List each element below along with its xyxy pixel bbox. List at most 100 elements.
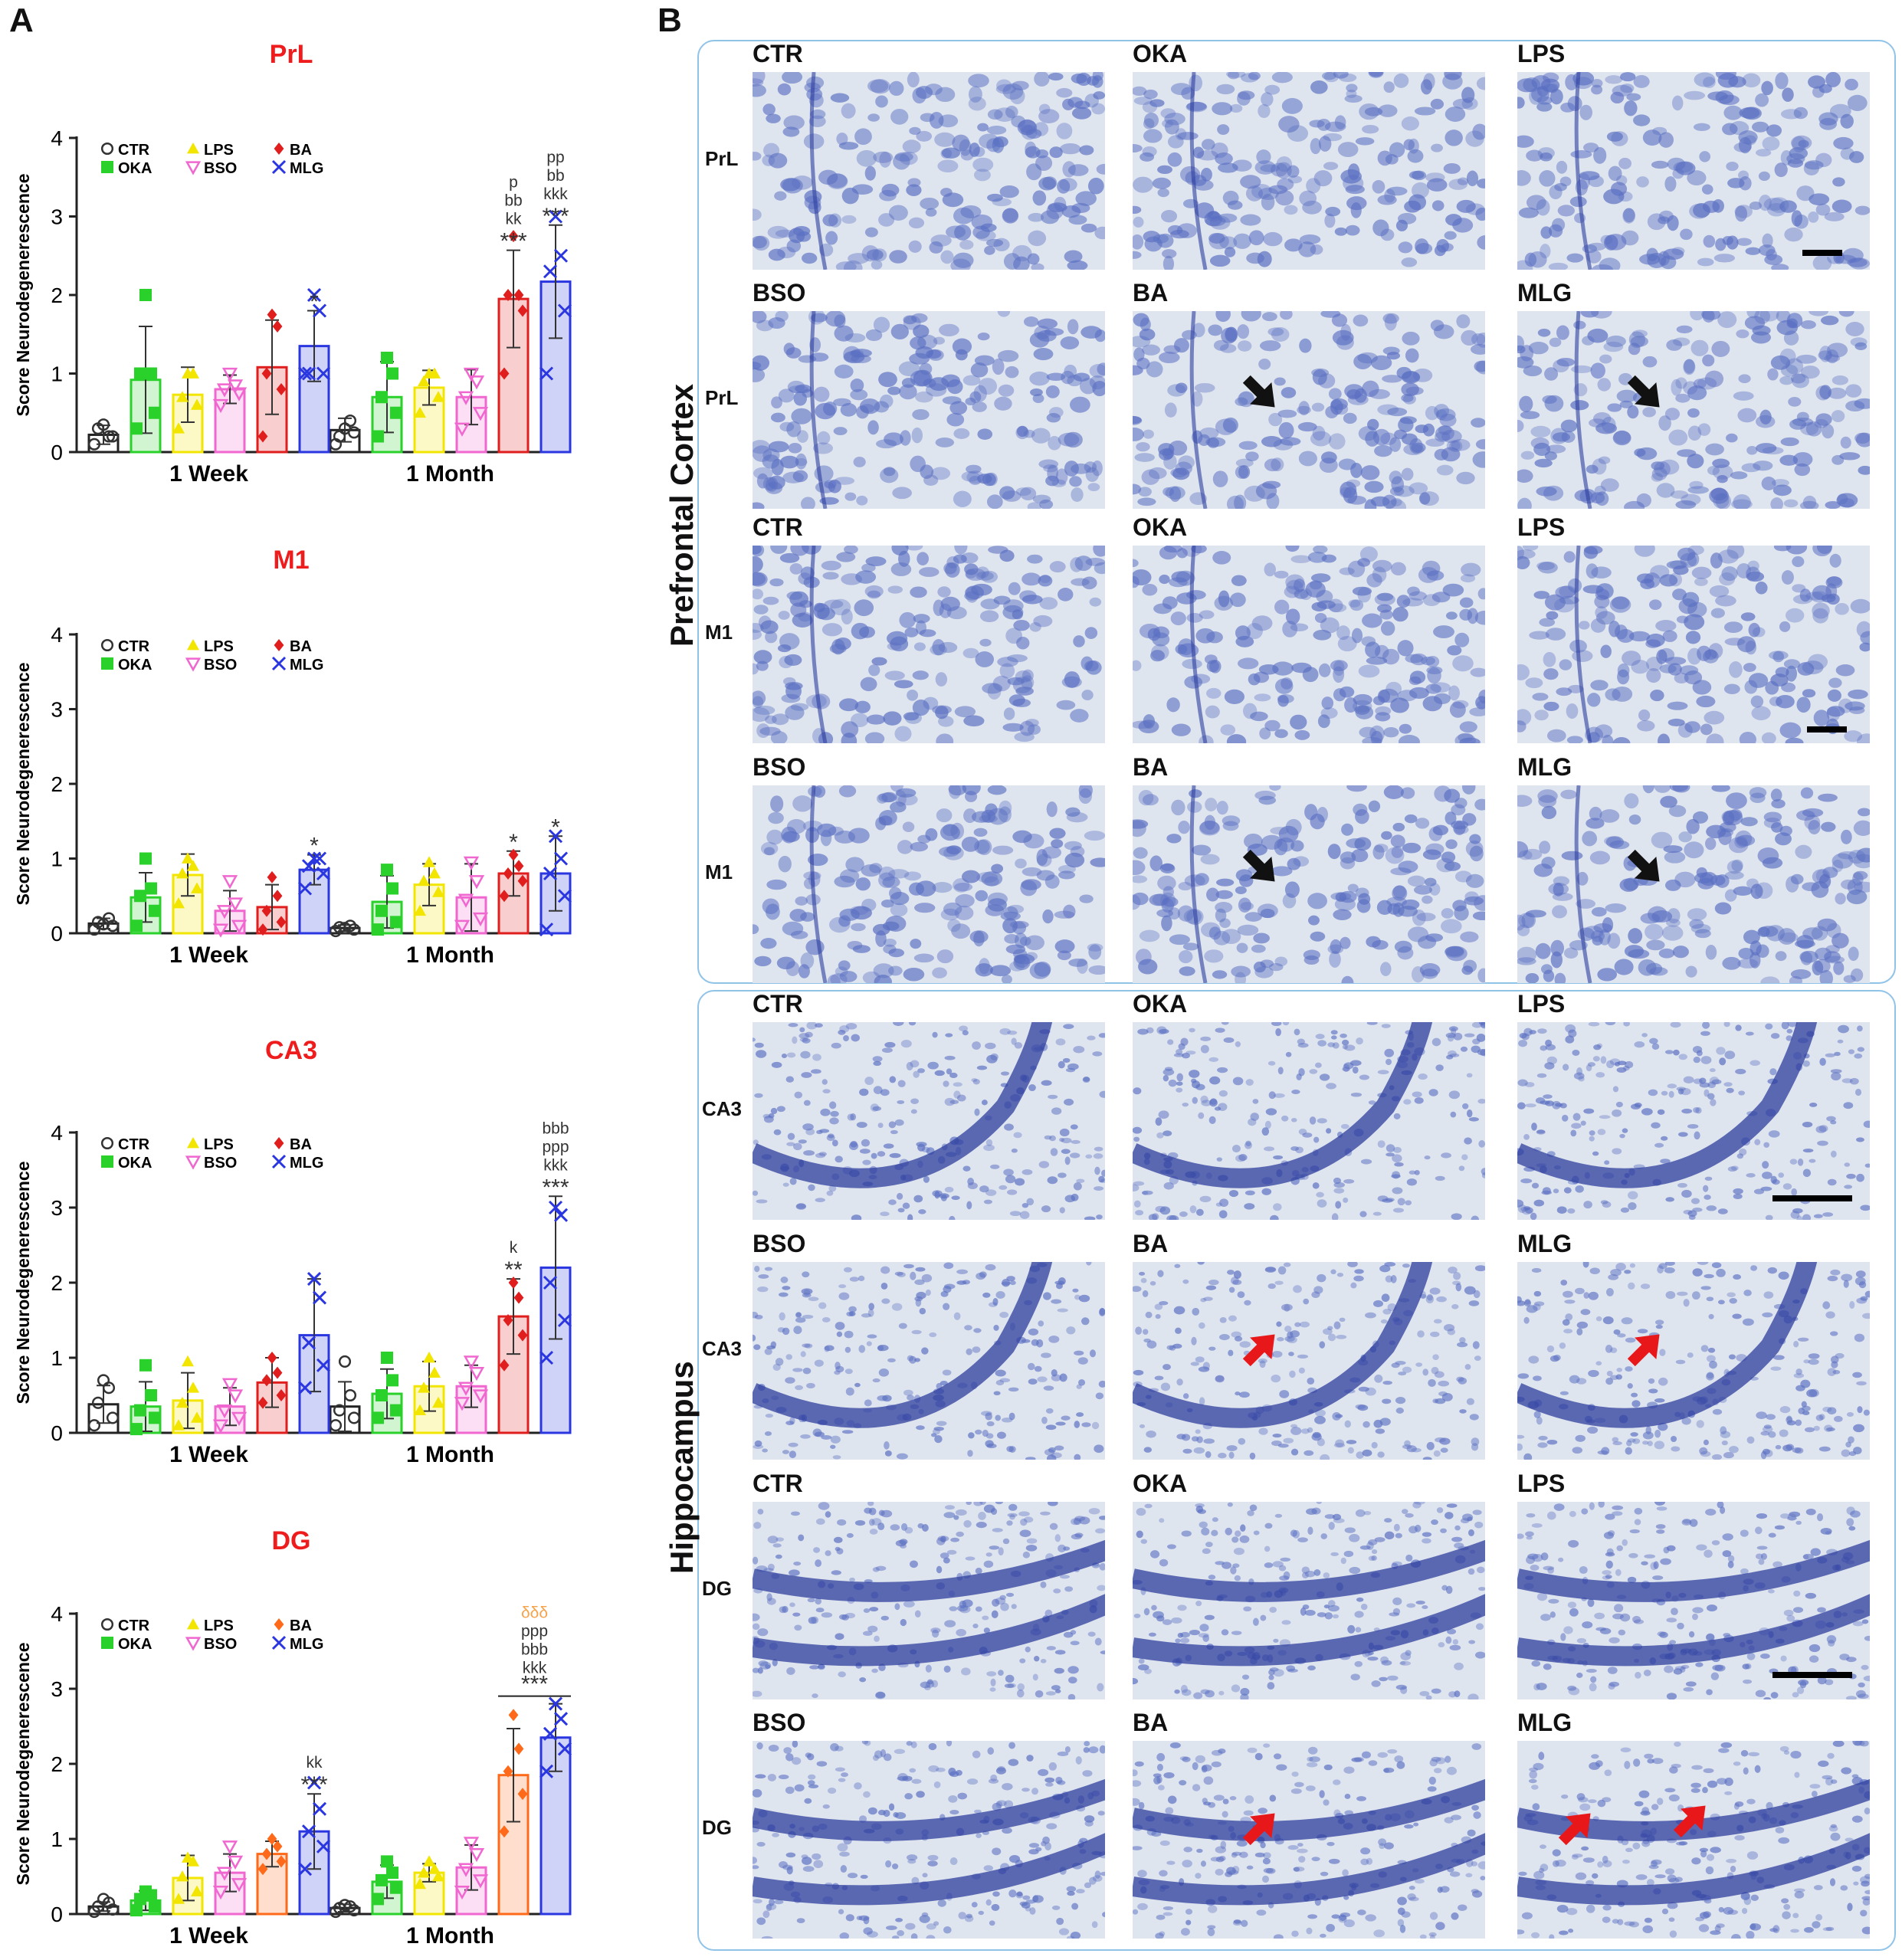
data-point	[307, 287, 322, 303]
marker-diamond	[513, 289, 524, 301]
micrograph-svg	[1133, 1502, 1485, 1699]
significance-label: bbb	[521, 1641, 548, 1659]
legend-label: CTR	[118, 638, 150, 655]
data-point	[149, 1411, 161, 1424]
marker-square	[134, 890, 146, 903]
data-point	[338, 422, 352, 435]
marker-square	[381, 352, 393, 364]
legend-item-bso: BSO	[185, 160, 237, 177]
marker-diamond	[517, 1329, 528, 1342]
data-point	[468, 1847, 485, 1863]
vessel	[1574, 785, 1592, 983]
data-point	[139, 852, 152, 865]
marker-triangle	[423, 856, 435, 867]
data-point	[172, 897, 185, 909]
marker-circle	[343, 1900, 357, 1913]
significance-label: kkk	[543, 185, 568, 203]
data-point	[503, 867, 513, 880]
data-point	[312, 1290, 327, 1305]
data-point	[372, 1411, 384, 1424]
marker-diamond	[503, 867, 513, 880]
marker-square	[101, 161, 113, 173]
legend-label: OKA	[118, 1155, 152, 1172]
significance-label: ***	[521, 1672, 548, 1697]
data-point	[548, 209, 563, 224]
marker-triangle	[428, 867, 441, 879]
marker-triangle	[176, 1396, 189, 1408]
marker-square	[386, 367, 398, 380]
data-point	[267, 870, 277, 883]
data-point	[227, 897, 244, 912]
chart-title: CA3	[264, 1036, 318, 1065]
marker-triangle	[191, 398, 203, 410]
marker-square	[130, 1423, 143, 1436]
marker-circle	[106, 1903, 120, 1916]
lesion-arrow	[1242, 1813, 1275, 1846]
data-point	[499, 890, 510, 903]
marker-cross	[543, 1275, 558, 1290]
marker-square	[390, 1881, 402, 1894]
micrograph-svg	[1517, 785, 1870, 983]
data-point	[301, 1824, 316, 1839]
data-point	[139, 1359, 152, 1372]
significance-label: ppp	[542, 1138, 569, 1155]
marker-cross	[553, 248, 569, 263]
marker-triangle	[432, 391, 444, 402]
marker-square	[390, 1404, 402, 1417]
data-point	[508, 1277, 519, 1289]
marker-triangle-down	[216, 1867, 233, 1881]
marker-diamond	[267, 308, 277, 321]
data-point	[134, 367, 146, 380]
micrograph-image	[1517, 546, 1870, 743]
legend-label: OKA	[118, 160, 152, 177]
micrograph-label-mlg: MLG	[1517, 1709, 1572, 1736]
marker-cross	[548, 1200, 563, 1215]
marker-circle	[329, 1419, 343, 1432]
data-point	[316, 1358, 331, 1372]
cell-layer	[1517, 1539, 1870, 1667]
marker-triangle-down	[227, 1389, 244, 1404]
data-point	[457, 391, 474, 405]
marker-diamond	[276, 1389, 287, 1401]
marker-triangle-down	[212, 923, 229, 938]
data-point	[423, 856, 435, 867]
data-point	[231, 1878, 248, 1893]
data-point	[543, 866, 558, 881]
marker-triangle-down	[227, 379, 244, 394]
micrograph-label-bso: BSO	[753, 279, 806, 306]
data-point	[134, 890, 146, 903]
y-tick-label: 1	[51, 362, 63, 386]
tissue-cells	[1517, 785, 1870, 983]
marker-diamond	[276, 1855, 287, 1868]
marker-square	[381, 1352, 393, 1364]
micrograph-label-bso: BSO	[753, 1709, 806, 1736]
marker-cross	[307, 287, 322, 303]
data-point	[231, 1411, 248, 1426]
region-label-prefrontal: Prefrontal Cortex	[664, 383, 700, 647]
marker-diamond	[261, 367, 272, 380]
scale-bar	[1807, 726, 1847, 733]
marker-square	[139, 1359, 152, 1372]
micrograph-label-ctr: CTR	[753, 1470, 803, 1497]
legend-item-mlg: MLG	[271, 1635, 323, 1653]
marker-cross	[312, 303, 327, 318]
marker-square	[145, 882, 157, 895]
data-point	[423, 1352, 435, 1363]
marker-cross	[297, 1862, 313, 1876]
data-point	[517, 874, 528, 887]
marker-triangle	[187, 639, 199, 651]
cell-layer	[753, 1262, 1053, 1428]
row-label-m1: M1	[705, 860, 733, 883]
vessel	[809, 311, 828, 509]
data-point	[297, 1862, 313, 1876]
marker-triangle	[176, 1870, 189, 1882]
marker-triangle-down	[185, 161, 202, 175]
data-point	[375, 904, 388, 917]
data-point	[548, 1696, 563, 1711]
y-tick-label: 3	[51, 1196, 63, 1220]
marker-triangle	[423, 1855, 435, 1867]
y-tick-label: 0	[51, 1421, 63, 1445]
tissue-background	[1517, 1741, 1870, 1939]
data-point	[267, 1833, 277, 1845]
data-point	[414, 904, 426, 916]
